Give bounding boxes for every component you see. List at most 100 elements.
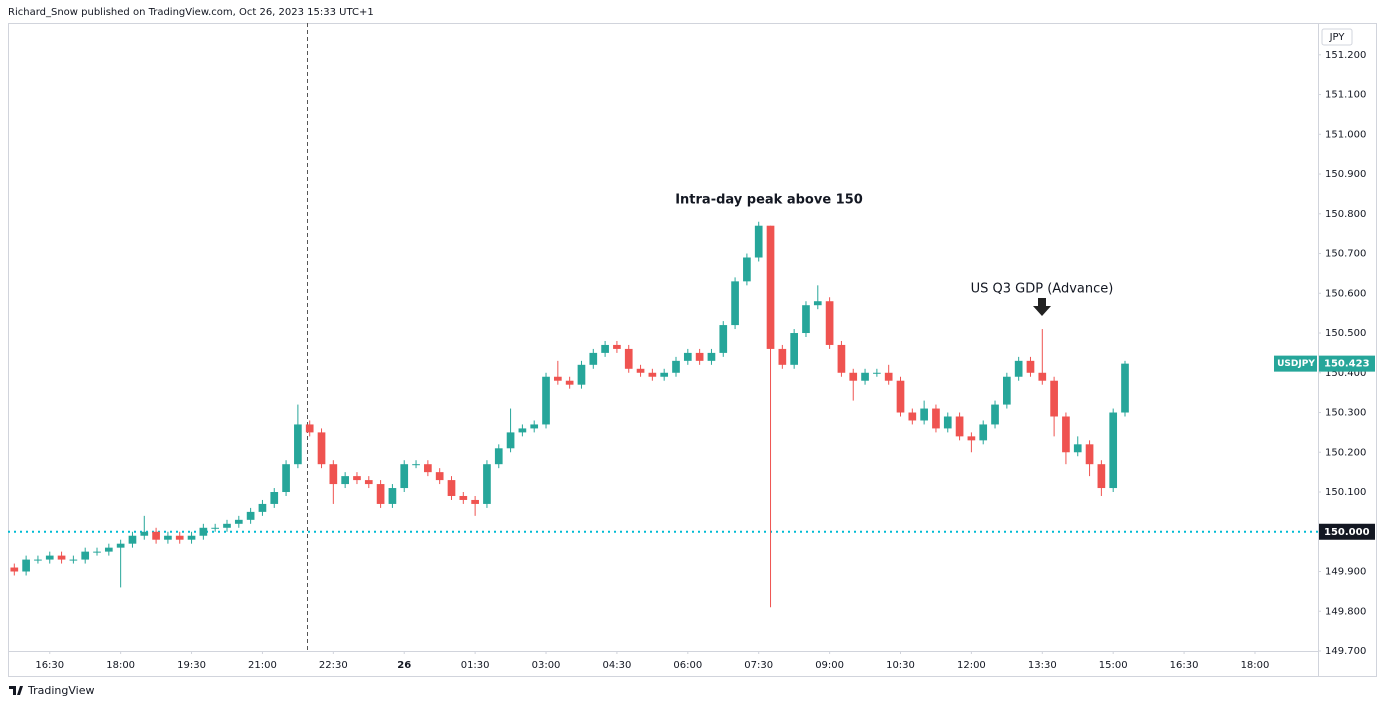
price-tag xyxy=(1319,355,1375,372)
candle-body xyxy=(766,225,775,349)
footer: TradingView xyxy=(27,684,94,697)
candle-body xyxy=(294,424,302,465)
y-tick-label: 150.400 xyxy=(1325,368,1366,379)
x-tick-label: 09:00 xyxy=(815,660,844,671)
candle-body xyxy=(45,555,54,560)
candle-body xyxy=(1085,444,1094,465)
candle-body xyxy=(553,376,562,381)
x-tick-label: 06:00 xyxy=(673,660,702,671)
candle-body xyxy=(435,472,444,481)
candle-body xyxy=(341,476,349,485)
x-tick-label: 10:30 xyxy=(886,660,915,671)
x-tick-label: 18:00 xyxy=(1241,660,1270,671)
candle-body xyxy=(104,547,113,552)
candle-body xyxy=(1014,360,1023,377)
candle-body xyxy=(364,480,373,485)
x-tick-label: 16:30 xyxy=(35,660,64,671)
candle-body xyxy=(837,344,846,373)
candle-body xyxy=(234,519,243,524)
y-tick-label: 151.200 xyxy=(1325,50,1366,61)
candle-body xyxy=(329,464,338,485)
candle-body xyxy=(305,424,314,433)
candle-body xyxy=(140,531,149,536)
y-tick-label: 149.800 xyxy=(1325,606,1366,617)
candle-body xyxy=(1062,416,1070,453)
candle-body xyxy=(873,372,881,374)
candle-body xyxy=(991,404,999,425)
y-tick-label: 150.800 xyxy=(1325,209,1366,220)
candle-body xyxy=(412,464,420,466)
candle-body xyxy=(1109,412,1118,489)
candle-body xyxy=(317,432,326,465)
x-tick-label: 19:30 xyxy=(177,660,206,671)
currency: JPY xyxy=(1329,32,1346,43)
y-tick-label: 150.900 xyxy=(1325,169,1366,180)
candle-body xyxy=(199,527,208,536)
candle-body xyxy=(1003,376,1011,405)
x-tick-label: 18:00 xyxy=(106,660,135,671)
candle-body xyxy=(884,372,893,381)
candle-body xyxy=(388,488,397,504)
candle-body xyxy=(1038,372,1047,381)
candle-body xyxy=(258,503,267,512)
candle-body xyxy=(376,484,385,504)
candle-body xyxy=(175,535,184,540)
candle-body xyxy=(896,380,905,413)
candle-body xyxy=(506,432,515,449)
y-tick-label: 150.300 xyxy=(1325,408,1366,419)
candle-body xyxy=(116,543,125,548)
annotation: Intra-day peak above 150 xyxy=(675,193,863,208)
candle-body xyxy=(707,352,716,361)
candle-body xyxy=(660,372,669,377)
candle-body xyxy=(731,281,739,326)
x-tick-label: 16:30 xyxy=(1170,660,1199,671)
x-tick-label: 01:30 xyxy=(461,660,490,671)
candle-body xyxy=(932,408,940,429)
candle-body xyxy=(353,476,361,481)
symbol-tag-label: USDJPY xyxy=(1277,359,1315,369)
candle-body xyxy=(93,551,101,553)
candle-body xyxy=(270,492,279,504)
candle-body xyxy=(22,559,30,572)
candle-body xyxy=(1050,380,1058,417)
y-tick-label: 149.700 xyxy=(1325,646,1366,657)
candle-body xyxy=(955,416,964,437)
candle-body xyxy=(494,448,503,465)
candle-body xyxy=(223,523,231,528)
candle-body xyxy=(695,352,704,361)
price-tag-label: 150.423 xyxy=(1324,359,1370,370)
x-tick-label: 04:30 xyxy=(603,660,632,671)
candle-body xyxy=(908,412,917,421)
candle-body xyxy=(57,555,66,560)
candle-body xyxy=(624,348,633,369)
candle-body xyxy=(754,225,763,258)
candle-body xyxy=(128,535,137,544)
candle-body xyxy=(542,376,550,425)
candle-body xyxy=(152,531,160,540)
candle-body xyxy=(636,368,645,373)
annotation: US Q3 GDP (Advance) xyxy=(971,282,1114,297)
logo: TradingView xyxy=(9,684,94,697)
candle-body xyxy=(1097,464,1106,489)
candle-body xyxy=(1073,444,1082,453)
candle-body xyxy=(672,360,680,373)
level-tag-label: 150.000 xyxy=(1324,527,1370,538)
candle-body xyxy=(530,424,539,429)
candle-body xyxy=(790,333,798,365)
x-tick-label: 21:00 xyxy=(248,660,277,671)
candle-body xyxy=(719,325,728,353)
candle-body xyxy=(967,436,976,441)
candle-body xyxy=(483,464,491,504)
candle-body xyxy=(813,301,822,306)
candle-body xyxy=(447,480,456,496)
candle-body xyxy=(589,352,598,365)
candle-body xyxy=(683,352,692,361)
candle-body xyxy=(246,511,255,520)
candle-body xyxy=(648,372,657,377)
candle-body xyxy=(565,380,574,385)
y-tick-label: 150.100 xyxy=(1325,487,1366,498)
candle-body xyxy=(10,567,19,572)
candle-body xyxy=(1026,360,1035,373)
candle-body xyxy=(69,559,78,561)
